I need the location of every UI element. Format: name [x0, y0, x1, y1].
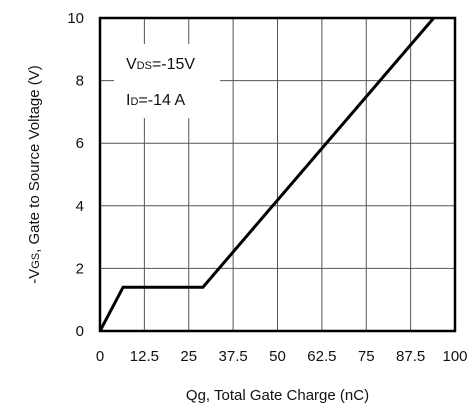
- y-tick-label: 2: [76, 260, 84, 277]
- y-tick-label: 6: [76, 135, 84, 152]
- x-tick-label: 0: [96, 348, 104, 365]
- annotation-background: [114, 44, 220, 118]
- x-tick-label: 62.5: [307, 348, 336, 365]
- series-curve-group: [98, 17, 435, 332]
- x-tick-label: 37.5: [219, 348, 248, 365]
- x-tick-label: 87.5: [396, 348, 425, 365]
- x-tick-label: 100: [442, 348, 467, 365]
- x-axis-title: Qg, Total Gate Charge (nC): [186, 387, 369, 404]
- y-tick-label: 4: [76, 198, 84, 215]
- x-tick-label: 75: [358, 348, 375, 365]
- y-tick-label: 0: [76, 323, 84, 340]
- y-tick-label: 10: [67, 10, 84, 27]
- plot-frame: [98, 16, 457, 333]
- grid-lines: [99, 17, 456, 332]
- annotation-vds: VDS=-15V: [126, 56, 195, 73]
- y-tick-labels: 0 2 4 6 8 10: [67, 10, 84, 340]
- gate-charge-curve: [98, 17, 435, 332]
- x-tick-label: 25: [180, 348, 197, 365]
- x-tick-label: 12.5: [130, 348, 159, 365]
- x-tick-labels: 0 12.5 25 37.5 50 62.5 75 87.5 100: [96, 348, 468, 365]
- y-axis-title: -VGS, Gate to Source Voltage (V): [26, 65, 43, 284]
- y-tick-label: 8: [76, 73, 84, 90]
- annotation-id: ID=-14 A: [126, 92, 185, 109]
- x-tick-label: 50: [269, 348, 286, 365]
